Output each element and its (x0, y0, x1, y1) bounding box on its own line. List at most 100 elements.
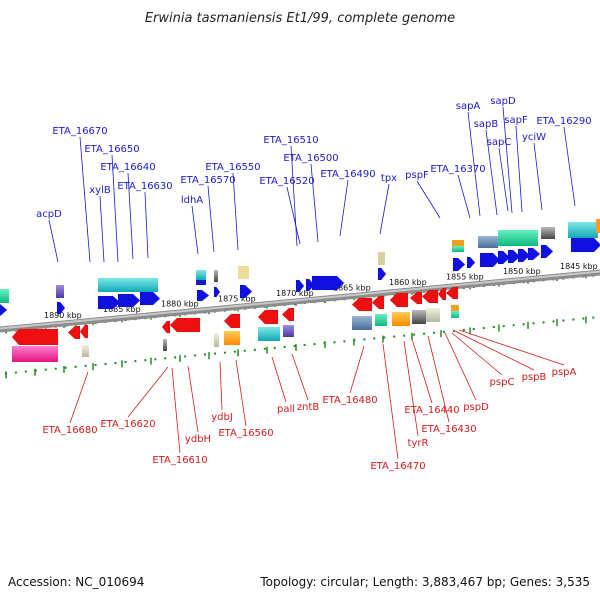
gene-label-eta-16490[interactable]: ETA_16490 (320, 169, 375, 180)
feature-box (478, 236, 498, 248)
gene-label-eta-16570[interactable]: ETA_16570 (180, 175, 235, 186)
feature-box (541, 227, 555, 239)
feature-box (426, 308, 440, 322)
feature-box (0, 289, 9, 303)
kbp-label-1845: 1845 kbp (560, 262, 598, 271)
gene-label-ldha[interactable]: ldhA (181, 195, 203, 206)
reverse-strand-labels: ETA_16680 ETA_16620 ETA_16610 ydbH ydbJ … (42, 367, 576, 472)
reverse-gene-arrow (11, 328, 59, 346)
reverse-gene-arrow (281, 307, 295, 322)
gene-label-pspa[interactable]: pspA (552, 367, 577, 378)
forward-gene-arrow (305, 278, 315, 292)
gene-label-sapa[interactable]: sapA (456, 101, 481, 112)
gene-label-eta-16520[interactable]: ETA_16520 (259, 176, 314, 187)
kbp-label-1890: 1890 kbp (44, 311, 82, 320)
reverse-gene-arrow (409, 291, 423, 305)
feature-box (98, 278, 158, 292)
leader-line (111, 154, 119, 263)
forward-gene-arrow (139, 291, 161, 306)
reverse-gene-arrow (351, 297, 373, 312)
kbp-scale-labels: 1890 kbp 1885 kbp 1880 kbp 1875 kbp 1870… (44, 262, 598, 320)
gene-label-eta-16370[interactable]: ETA_16370 (430, 164, 485, 175)
gene-label-pspd[interactable]: pspD (463, 402, 489, 413)
reverse-gene-arrow (257, 309, 279, 325)
gene-label-eta-16680[interactable]: ETA_16680 (42, 425, 97, 436)
gene-label-eta-16290[interactable]: ETA_16290 (536, 116, 591, 127)
reverse-gene-arrow (169, 317, 201, 333)
forward-gene-arrow (452, 257, 466, 272)
gene-label-ydbj[interactable]: ydbJ (211, 412, 233, 423)
leader-line (403, 340, 419, 437)
gene-label-pspc[interactable]: pspC (490, 377, 515, 388)
gene-label-xylb[interactable]: xylB (89, 185, 111, 196)
gene-label-eta-16620[interactable]: ETA_16620 (100, 419, 155, 430)
forward-gene-arrow (239, 284, 253, 299)
reverse-gene-arrow (445, 286, 459, 300)
gene-label-sapb[interactable]: sapB (474, 119, 499, 130)
gene-label-eta-16510[interactable]: ETA_16510 (263, 135, 318, 146)
gene-label-eta-16500[interactable]: ETA_16500 (283, 153, 338, 164)
leader-line (349, 345, 365, 394)
gene-label-eta-16440[interactable]: ETA_16440 (404, 405, 459, 416)
leader-line (219, 361, 223, 411)
topology-text: Topology: circular; Length: 3,883,467 bp… (259, 575, 590, 589)
gene-label-eta-16670[interactable]: ETA_16670 (52, 126, 107, 137)
label-leader-lines (48, 106, 576, 460)
forward-gene-arrow (377, 267, 387, 281)
leader-line (458, 329, 565, 366)
kbp-label-1865: 1865 kbp (333, 283, 371, 292)
kbp-label-1855: 1855 kbp (446, 273, 484, 282)
gene-label-eta-16650[interactable]: ETA_16650 (84, 144, 139, 155)
leader-line (48, 219, 59, 263)
gene-label-eta-16630[interactable]: ETA_16630 (117, 181, 172, 192)
gene-label-eta-16640[interactable]: ETA_16640 (100, 162, 155, 173)
gene-label-sapf[interactable]: sapF (504, 115, 528, 126)
feature-boxes (0, 219, 600, 362)
forward-gene-arrow (117, 293, 141, 308)
gene-label-eta-16560[interactable]: ETA_16560 (218, 428, 273, 439)
gene-label-yciw[interactable]: yciW (522, 132, 546, 143)
feature-box (12, 346, 58, 362)
gene-label-pall[interactable]: pall (277, 404, 295, 415)
kbp-label-1850: 1850 kbp (503, 267, 541, 276)
forward-gene-arrow (56, 301, 66, 315)
reverse-gene-arrow (79, 324, 89, 339)
leader-line (339, 179, 349, 237)
map-title: Erwinia tasmaniensis Et1/99, complete ge… (145, 11, 455, 26)
gene-label-eta-16480[interactable]: ETA_16480 (322, 395, 377, 406)
gene-label-acpd[interactable]: acpD (36, 209, 62, 220)
leader-line (502, 106, 513, 214)
feature-box (214, 333, 219, 347)
leader-line (451, 332, 503, 376)
gene-label-tyrr[interactable]: tyrR (408, 438, 429, 449)
gene-label-tpx[interactable]: tpx (381, 173, 397, 184)
forward-gene-arrow (527, 247, 541, 261)
leader-line (379, 183, 390, 235)
leader-line (99, 195, 105, 263)
gene-label-ydbh[interactable]: ydbH (185, 434, 211, 445)
feature-box (451, 311, 459, 318)
accession-text: Accession: NC_010694 (8, 575, 144, 589)
feature-box (352, 316, 372, 330)
gene-label-eta-16550[interactable]: ETA_16550 (205, 162, 260, 173)
leader-line (411, 338, 433, 404)
leader-line (207, 185, 215, 253)
leader-line (79, 136, 91, 263)
leader-line (69, 371, 89, 424)
forward-gene-arrow (0, 303, 8, 317)
gene-label-pspf[interactable]: pspF (405, 170, 429, 181)
feature-box (196, 270, 206, 280)
leader-line (191, 205, 199, 255)
gene-arrows (0, 237, 600, 346)
gene-label-pspb[interactable]: pspB (522, 372, 547, 383)
feature-box (452, 246, 464, 252)
feature-box (283, 325, 294, 337)
gene-label-sapd[interactable]: sapD (490, 96, 516, 107)
gene-label-eta-16610[interactable]: ETA_16610 (152, 455, 207, 466)
gene-label-eta-16470[interactable]: ETA_16470 (370, 461, 425, 472)
gene-label-eta-16430[interactable]: ETA_16430 (421, 424, 476, 435)
gene-label-sapc[interactable]: sapC (487, 137, 512, 148)
gene-label-zntb[interactable]: zntB (297, 402, 320, 413)
